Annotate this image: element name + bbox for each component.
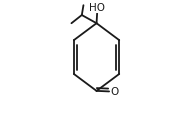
Text: HO: HO	[89, 3, 105, 13]
Text: O: O	[110, 87, 119, 97]
